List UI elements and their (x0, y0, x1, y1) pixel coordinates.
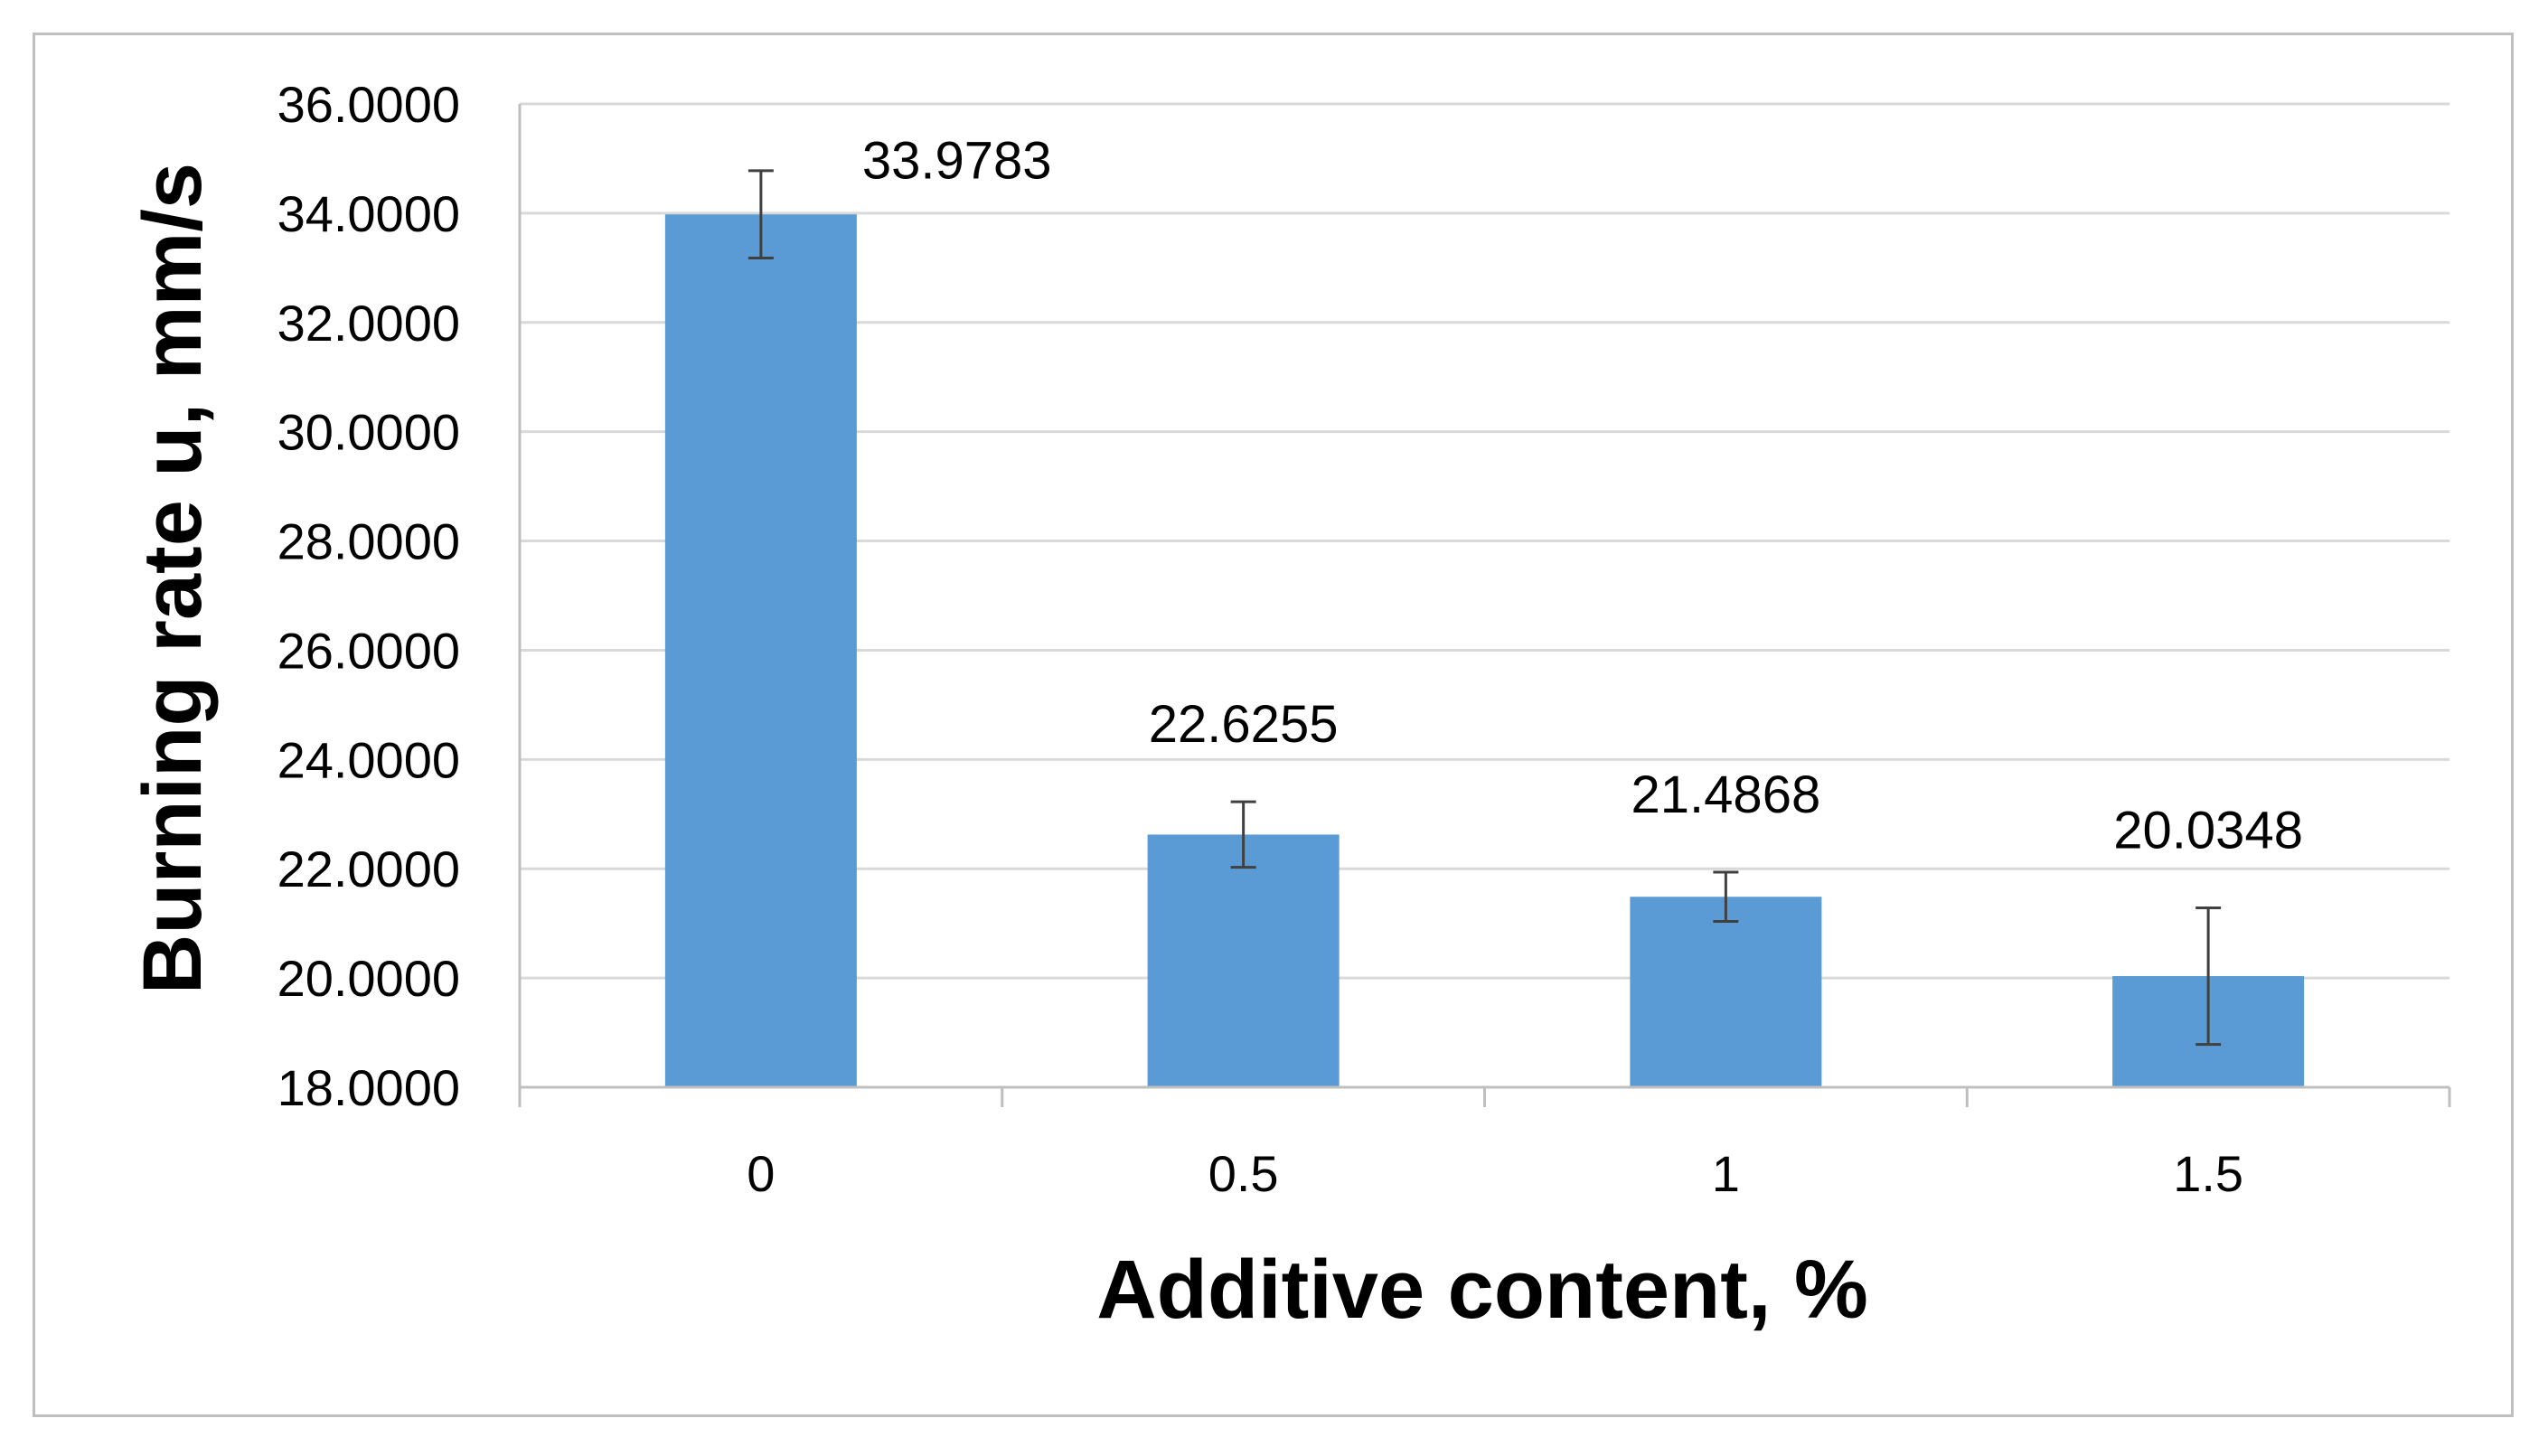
y-tick-label: 32.0000 (277, 295, 460, 352)
bar (1630, 897, 1822, 1087)
y-tick-label: 18.0000 (277, 1059, 460, 1116)
y-tick-label: 24.0000 (277, 731, 460, 788)
bar (664, 214, 857, 1087)
y-tick-label: 34.0000 (277, 185, 460, 242)
y-tick-label: 28.0000 (277, 513, 460, 570)
x-tick-label: 0.5 (1208, 1145, 1279, 1202)
x-tick-label: 0 (747, 1145, 775, 1202)
axes (518, 104, 2451, 1107)
error-bars (747, 169, 2222, 1047)
bars (664, 214, 2305, 1087)
labels: 18.0000 20.0000 22.0000 24.0000 26.0000 28.00… (277, 76, 2303, 1202)
x-axis-title: Additive content, % (1096, 1244, 1868, 1336)
data-label: 33.9783 (862, 131, 1052, 190)
data-label: 20.0348 (2113, 801, 2303, 860)
y-tick-label: 20.0000 (277, 950, 460, 1007)
y-tick-label: 36.0000 (277, 76, 460, 133)
chart-frame (33, 33, 2514, 1417)
y-axis-title: Burning rate u, mm/s (127, 163, 219, 994)
y-tick-label: 26.0000 (277, 622, 460, 679)
x-tick-label: 1.5 (2173, 1145, 2243, 1202)
data-label: 22.6255 (1149, 695, 1339, 754)
x-tick-label: 1 (1712, 1145, 1740, 1202)
data-label: 21.4868 (1631, 766, 1821, 824)
bar (1147, 834, 1340, 1087)
y-tick-label: 22.0000 (277, 841, 460, 897)
y-tick-label: 30.0000 (277, 404, 460, 461)
